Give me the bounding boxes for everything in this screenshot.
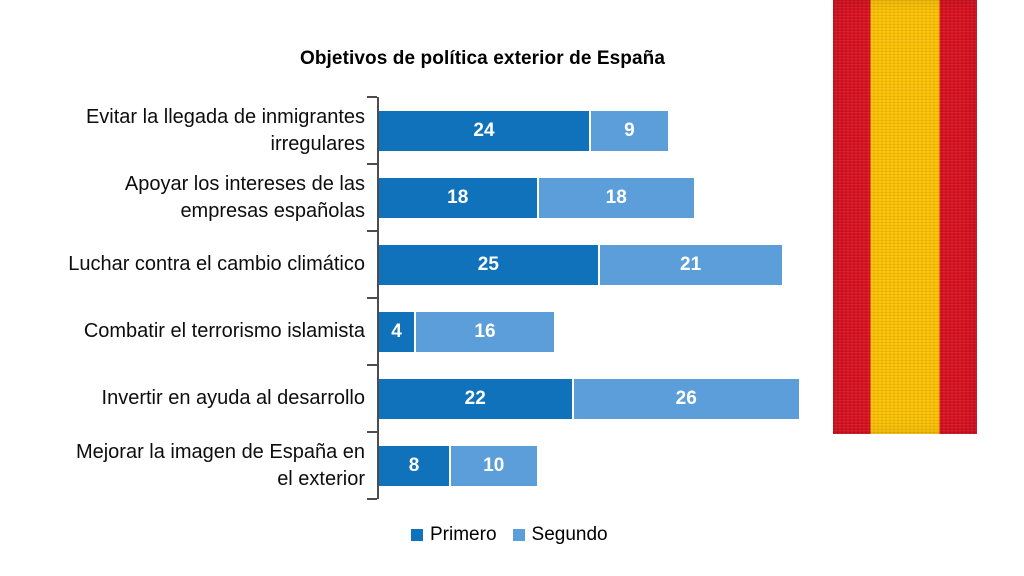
category-label: Mejorar la imagen de España en el exteri…: [75, 440, 365, 490]
bar-track: 24 9: [377, 97, 813, 164]
axis-tick: [367, 498, 377, 500]
chart-title: Objetivos de política exterior de España: [299, 48, 666, 69]
chart-legend: Primero Segundo: [411, 524, 608, 546]
legend-item-primero: Primero: [411, 524, 497, 546]
axis-tick: [367, 163, 377, 165]
bar-track: 25 21: [377, 231, 813, 298]
category-label: Combatir el terrorismo islamista: [83, 320, 365, 342]
bar-track: 4 16: [377, 298, 813, 365]
bar-segment-segundo: 21: [597, 244, 782, 285]
axis-tick: [367, 96, 377, 98]
category-label: Evitar la llegada de inmigrantes irregul…: [85, 105, 365, 155]
chart-row: Mejorar la imagen de España en el exteri…: [68, 432, 813, 499]
bar-value-label: 16: [474, 320, 496, 342]
bar-value-label: 10: [483, 454, 505, 476]
stacked-bar-chart: Evitar la llegada de inmigrantes irregul…: [68, 96, 813, 500]
chart-row: Apoyar los intereses de las empresas esp…: [68, 164, 813, 231]
axis-tick: [367, 297, 377, 299]
bar-segment-primero: 8: [379, 445, 449, 486]
bar-value-label: 24: [473, 119, 495, 141]
bar-segment-segundo: 9: [589, 110, 668, 151]
bar-segment-segundo: 18: [536, 177, 694, 218]
category-label: Invertir en ayuda al desarrollo: [101, 387, 365, 409]
bar-segment-primero: 25: [379, 244, 598, 285]
bar-track: 22 26: [377, 365, 813, 432]
axis-tick: [367, 364, 377, 366]
bar-value-label: 8: [408, 454, 420, 476]
bar-track: 18 18: [377, 164, 813, 231]
bar-value-label: 25: [477, 253, 499, 275]
legend-label: Primero: [430, 524, 497, 545]
legend-item-segundo: Segundo: [512, 524, 608, 546]
spain-flag-image: [833, 0, 977, 434]
axis-tick: [367, 230, 377, 232]
category-label: Apoyar los intereses de las empresas esp…: [124, 172, 365, 222]
bar-segment-primero: 22: [379, 378, 572, 419]
bar-segment-segundo: 16: [414, 311, 554, 352]
chart-rows: Evitar la llegada de inmigrantes irregul…: [68, 97, 813, 499]
bar-value-label: 4: [391, 320, 402, 342]
bar-segment-primero: 24: [379, 110, 589, 151]
bar-segment-primero: 4: [379, 311, 414, 352]
bar-value-label: 18: [605, 186, 627, 208]
bar-value-label: 21: [680, 253, 702, 275]
axis-tick: [367, 431, 377, 433]
bar-value-label: 22: [464, 387, 486, 409]
bar-segment-primero: 18: [379, 177, 537, 218]
legend-swatch: [411, 529, 423, 541]
chart-row: Invertir en ayuda al desarrollo 22 26: [68, 365, 813, 432]
bar-track: 8 10: [377, 432, 813, 499]
category-label: Luchar contra el cambio climático: [68, 253, 365, 275]
legend-swatch: [512, 529, 525, 541]
bar-segment-segundo: 26: [571, 378, 799, 419]
legend-label: Segundo: [531, 524, 608, 545]
bar-value-label: 18: [447, 186, 469, 208]
chart-row: Luchar contra el cambio climático 25 21: [68, 231, 813, 298]
chart-row: Evitar la llegada de inmigrantes irregul…: [68, 97, 813, 164]
chart-row: Combatir el terrorismo islamista 4 16: [68, 298, 813, 365]
bar-segment-segundo: 10: [449, 445, 537, 486]
bar-value-label: 26: [675, 387, 697, 409]
bar-value-label: 9: [624, 119, 635, 141]
